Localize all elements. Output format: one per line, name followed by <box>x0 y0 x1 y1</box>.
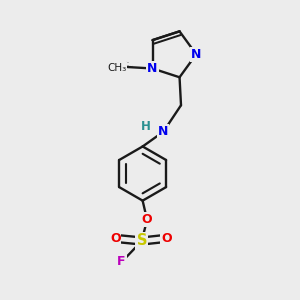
Text: methyl: methyl <box>124 62 130 64</box>
Text: O: O <box>161 232 172 245</box>
Text: N: N <box>191 48 201 61</box>
Text: F: F <box>117 254 126 268</box>
Text: H: H <box>141 120 151 133</box>
Text: methyl: methyl <box>125 64 130 66</box>
Text: O: O <box>142 213 152 226</box>
Text: N: N <box>158 125 169 138</box>
Text: methyl_txt: methyl_txt <box>126 65 134 67</box>
Text: N: N <box>147 62 158 75</box>
Text: O: O <box>110 232 121 245</box>
Text: CH₃: CH₃ <box>108 63 127 73</box>
Text: S: S <box>136 233 147 248</box>
